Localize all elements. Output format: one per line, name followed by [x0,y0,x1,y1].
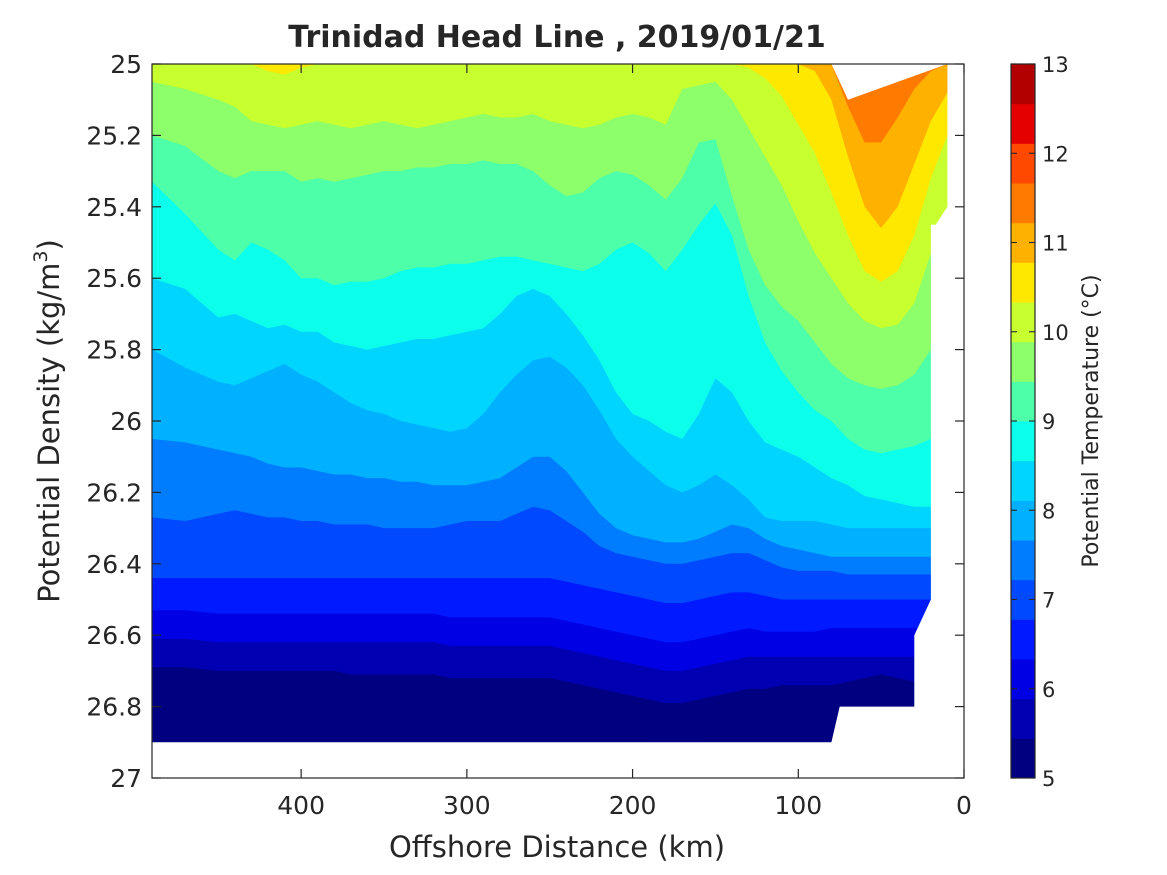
colorbar-segment [1011,619,1035,660]
x-tick-label: 100 [774,791,822,820]
y-tick-label: 26.2 [86,478,142,507]
colorbar-segment [1011,738,1035,779]
colorbar-segment [1011,341,1035,382]
y-tick-label: 25.4 [86,193,142,222]
no-data-mask [152,64,964,778]
y-tick-label: 26.4 [86,550,142,579]
x-axis-ticks: 400 300 200 100 0 [277,64,972,820]
colorbar-segment [1011,302,1035,343]
colorbar-segment [1011,698,1035,739]
colorbar-tick-label: 11 [1042,232,1069,256]
colorbar-segment [1011,500,1035,541]
colorbar-tick-label: 9 [1042,410,1055,434]
x-axis-label: Offshore Distance (km) [389,830,725,864]
contour-band-coldest [152,717,948,743]
colorbar-segment [1011,460,1035,501]
colorbar-label: Potential Temperature (°C) [1079,274,1104,567]
colorbar: 5 6 7 8 9 10 11 12 13 [1010,53,1069,791]
y-axis-ticks: 25 25.2 25.4 25.6 25.8 26 26.2 26.4 26.6 26.8 27 [86,50,964,793]
colorbar-segment [1011,381,1035,422]
colorbar-tick-label: 8 [1042,499,1055,523]
colorbar-segment [1011,143,1035,184]
y-tick-label: 26 [110,407,142,436]
colorbar-segment [1011,103,1035,144]
colorbar-tick-label: 5 [1042,767,1055,791]
y-tick-label: 25 [110,50,142,79]
x-tick-label: 300 [443,791,491,820]
colorbar-tick-label: 12 [1042,142,1069,166]
x-tick-label: 0 [956,791,972,820]
colorbar-segment [1011,262,1035,303]
colorbar-tick-label: 10 [1042,321,1069,345]
colorbar-segment [1011,64,1035,105]
colorbar-segment [1011,659,1035,700]
x-tick-label: 200 [609,791,657,820]
y-tick-label: 26.8 [86,693,142,722]
colorbar-segment [1011,540,1035,581]
x-tick-label: 400 [277,791,325,820]
no-data-region [152,64,964,778]
y-axis-label: Potential Density (kg/m3) [30,239,66,603]
y-tick-label: 25.6 [86,264,142,293]
y-tick-label: 25.8 [86,336,142,365]
colorbar-segment [1011,183,1035,224]
colorbar-tick-label: 7 [1042,589,1055,613]
y-tick-label: 25.2 [86,121,142,150]
chart-title: Trinidad Head Line , 2019/01/21 [288,20,825,55]
colorbar-tick-label: 13 [1042,53,1069,77]
y-tick-label: 26.6 [86,621,142,650]
y-tick-label: 27 [110,764,142,793]
contour-fills [152,64,948,743]
plot-area: 400 300 200 100 0 25 25.2 25.4 25.6 25.8 26 26.2 26… [86,50,972,820]
colorbar-segment [1011,421,1035,462]
colorbar-tick-label: 6 [1042,678,1055,702]
